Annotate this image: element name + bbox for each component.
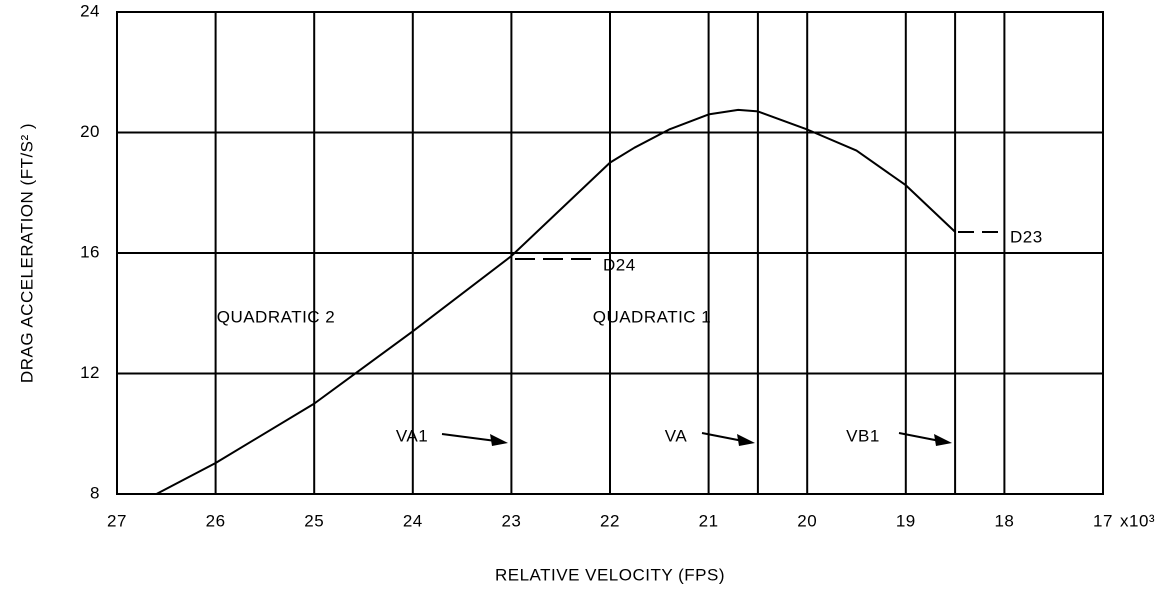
x-tick-label: 23 [501, 511, 521, 530]
plot-frame [116, 11, 1104, 495]
annotation: D24 [603, 255, 636, 274]
arrow-head [737, 434, 755, 446]
annotation: VA [665, 426, 688, 445]
arrow-shaft [701, 432, 744, 442]
x-tick-label: 21 [699, 511, 719, 530]
x-multiplier: x10³ [1120, 511, 1155, 530]
y-axis-label: DRAG ACCELERATION (FT/S² ) [17, 123, 36, 383]
x-tick-label: 18 [994, 511, 1014, 530]
data-line [155, 108, 956, 495]
x-tick-label: 17 [1093, 511, 1113, 530]
annotation: QUADRATIC 1 [593, 307, 712, 326]
annotation: VA1 [396, 426, 428, 445]
annotation: QUADRATIC 2 [217, 307, 336, 326]
x-tick-label: 24 [403, 511, 423, 530]
x-tick-label: 27 [107, 511, 127, 530]
arrow-shaft [898, 432, 941, 442]
x-tick-label: 26 [206, 511, 226, 530]
y-tick-label: 20 [80, 122, 100, 141]
x-tick-label: 19 [896, 511, 916, 530]
x-tick-label: 22 [600, 511, 620, 530]
arrow-head [490, 434, 508, 446]
y-tick-label: 16 [80, 242, 100, 261]
y-tick-label: 12 [80, 363, 100, 382]
x-tick-label: 25 [304, 511, 324, 530]
y-tick-label: 24 [80, 1, 100, 20]
arrow-head [934, 434, 952, 446]
x-axis-label: RELATIVE VELOCITY (FPS) [495, 565, 725, 584]
y-tick-label: 8 [90, 483, 100, 502]
arrow-shaft [441, 433, 497, 442]
annotation: VB1 [846, 426, 880, 445]
annotation: D23 [1010, 227, 1043, 246]
x-tick-label: 20 [797, 511, 817, 530]
